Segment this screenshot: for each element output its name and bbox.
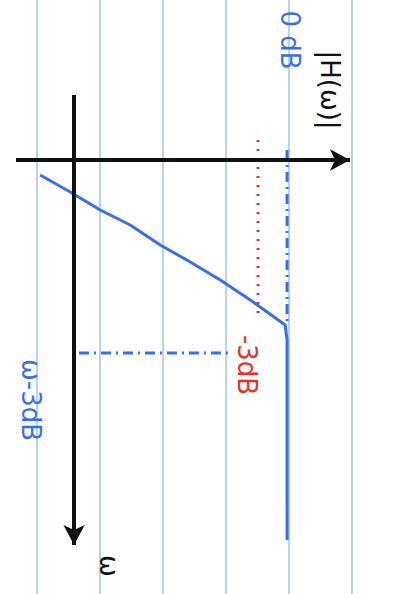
svg-text:|H(ω)|: |H(ω)| bbox=[314, 50, 345, 129]
svg-text:ω-3dB: ω-3dB bbox=[16, 359, 46, 441]
svg-text:-3dB: -3dB bbox=[232, 335, 262, 395]
svg-text:ω: ω bbox=[94, 555, 124, 577]
svg-text:0 dB: 0 dB bbox=[275, 10, 305, 69]
